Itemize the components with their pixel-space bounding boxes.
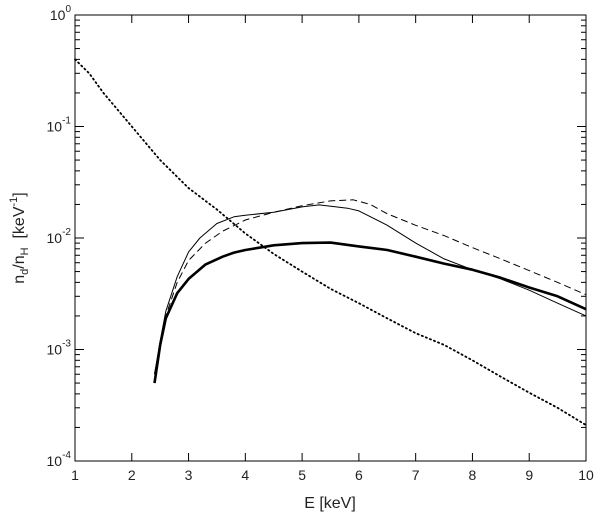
y-tick-label: 10-1 <box>47 116 72 135</box>
series-line-dashed <box>154 199 587 375</box>
y-label-sub1: d <box>19 269 31 275</box>
y-tick-label: 100 <box>50 4 72 23</box>
y-label-unit-exp: -1 <box>8 197 20 207</box>
x-tick-label: 4 <box>241 467 249 483</box>
y-tick-label: 10-3 <box>47 339 72 358</box>
y-tick-label: 10-4 <box>47 450 72 469</box>
plot-frame <box>74 14 587 462</box>
y-label-sub2: H <box>19 247 31 255</box>
y-axis-ticks: 10-4 10-3 10-2 10-1 100 <box>47 4 586 469</box>
y-tick-label: 10-2 <box>47 227 72 246</box>
x-tick-label: 2 <box>128 467 136 483</box>
x-tick-label: 1 <box>71 467 79 483</box>
x-tick-label: 7 <box>412 467 420 483</box>
series-line-dotted <box>74 58 587 426</box>
series-layer <box>74 58 587 426</box>
x-tick-label: 5 <box>298 467 306 483</box>
x-tick-label: 3 <box>185 467 193 483</box>
y-label-unit-close: ] <box>11 192 28 196</box>
x-axis-ticks: 1 2 3 4 5 6 7 8 9 10 <box>71 15 594 483</box>
series-line-thin-solid <box>154 204 587 375</box>
y-label-mid: /n <box>11 255 28 268</box>
y-label-base: n <box>11 275 28 284</box>
x-axis-label: E [keV] <box>304 495 356 512</box>
x-tick-label: 10 <box>578 467 594 483</box>
y-axis-label: nd/nH [keV-1] <box>8 192 31 283</box>
x-tick-label: 8 <box>469 467 477 483</box>
x-tick-label: 6 <box>355 467 363 483</box>
x-tick-label: 9 <box>525 467 533 483</box>
series-line-thick-solid <box>153 241 587 384</box>
y-label-unit-open: [keV <box>11 206 28 247</box>
